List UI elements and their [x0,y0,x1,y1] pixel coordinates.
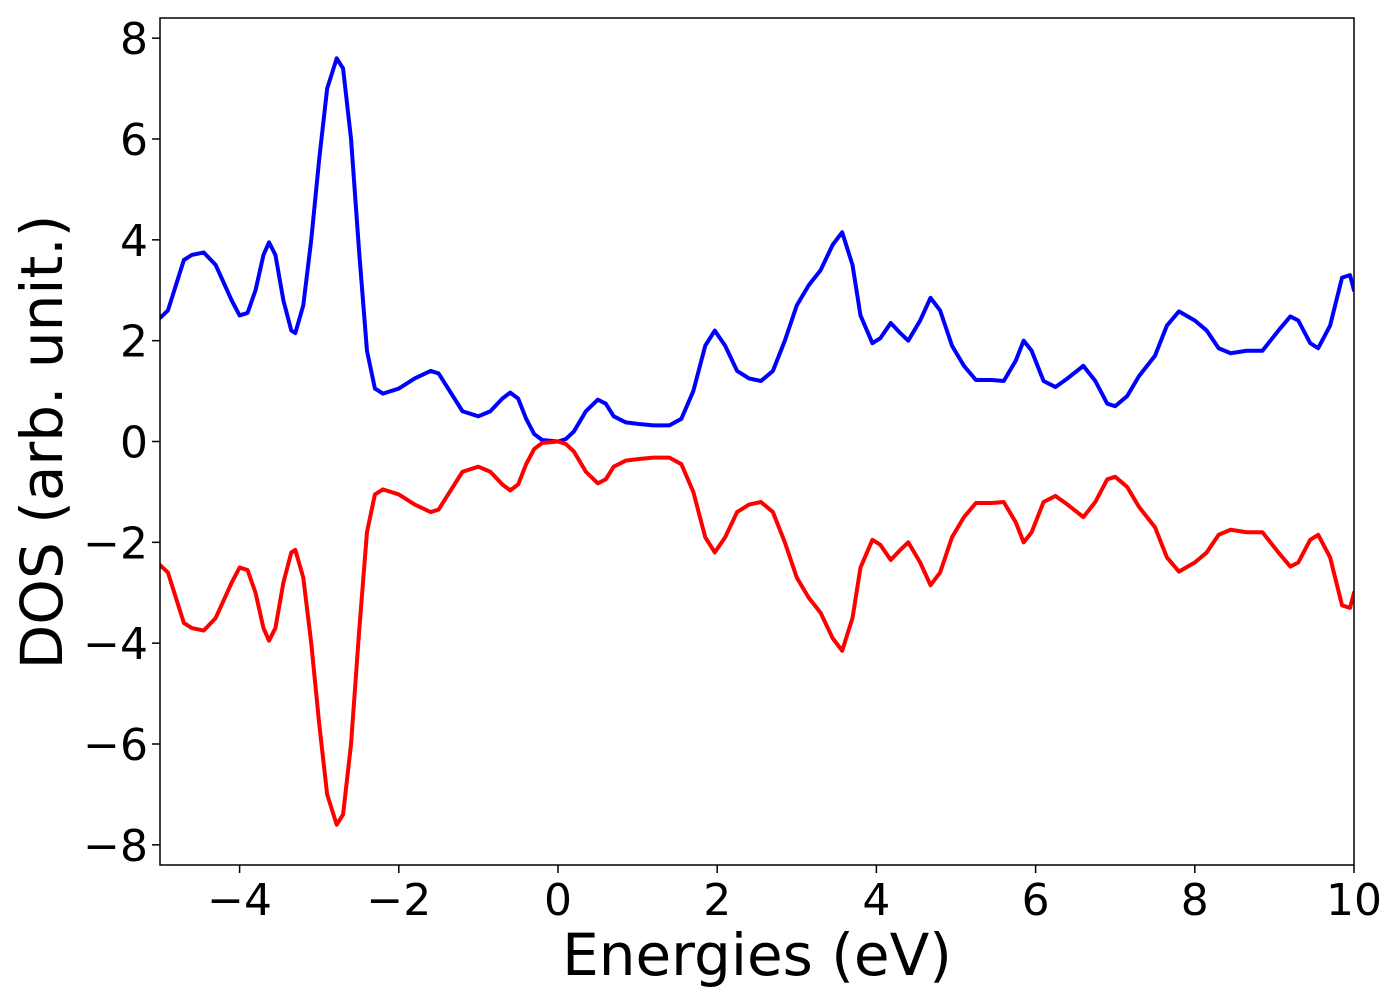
series-line [160,56,1354,444]
y-tick-label: 4 [120,216,148,267]
y-tick-label: 0 [120,418,148,469]
y-tick-label: −2 [83,518,148,569]
x-axis-label: Energies (eV) [562,921,952,989]
y-tick-label: −8 [83,821,148,872]
x-tick-label: −4 [207,875,272,926]
x-tick-label: 2 [703,875,731,926]
y-tick-label: 6 [120,115,148,166]
y-tick-label: −4 [83,619,148,670]
plot-area [160,56,1354,827]
y-tick-label: 8 [120,14,148,65]
x-tick-label: 8 [1181,875,1209,926]
y-tick-label: 2 [120,317,148,368]
y-tick-label: −6 [83,720,148,771]
plot-frame [159,17,1355,866]
y-axis-label: DOS (arb. unit.) [8,215,76,670]
x-tick-label: −2 [366,875,431,926]
series-line [160,439,1354,827]
x-tick-label: 0 [544,875,572,926]
x-tick-label: 10 [1326,875,1382,926]
x-tick-label: 4 [862,875,890,926]
x-tick-label: 6 [1022,875,1050,926]
